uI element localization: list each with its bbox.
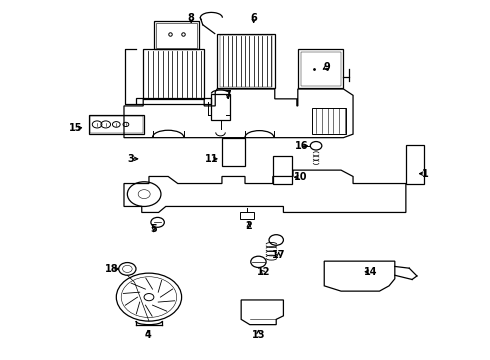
Text: 15: 15 (69, 123, 83, 133)
Bar (406, 145, 424, 184)
Bar (222, 138, 245, 166)
Bar (89, 115, 144, 134)
Text: 9: 9 (323, 62, 330, 72)
Text: 8: 8 (188, 13, 195, 23)
Bar (273, 156, 292, 184)
Bar (298, 49, 343, 88)
Text: 3: 3 (127, 154, 134, 164)
Text: 11: 11 (205, 154, 218, 164)
Bar (156, 23, 197, 48)
Text: 10: 10 (294, 172, 307, 182)
Text: 4: 4 (145, 329, 151, 339)
Bar (301, 51, 341, 86)
Text: 1: 1 (422, 168, 428, 179)
Text: 7: 7 (225, 90, 232, 100)
Text: 12: 12 (256, 267, 270, 278)
Bar (154, 21, 199, 49)
Text: 18: 18 (105, 264, 118, 274)
Text: 6: 6 (250, 13, 257, 23)
Bar (220, 35, 272, 86)
Bar (211, 94, 230, 120)
Text: 17: 17 (272, 251, 285, 261)
Text: 2: 2 (245, 221, 252, 231)
Bar (240, 212, 254, 219)
Bar (217, 33, 275, 88)
Text: 16: 16 (295, 141, 308, 151)
Text: 14: 14 (364, 267, 378, 277)
Bar (90, 116, 143, 133)
Bar (312, 108, 346, 134)
Text: 13: 13 (252, 329, 265, 339)
Text: 5: 5 (150, 224, 157, 234)
